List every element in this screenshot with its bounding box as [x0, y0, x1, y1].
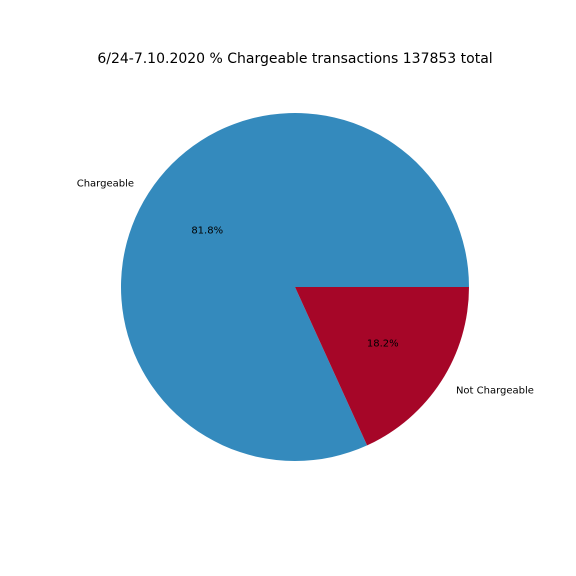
slice-label-not-chargeable: Not Chargeable: [456, 386, 534, 397]
pie-slices: [121, 113, 469, 462]
pie-labels: Chargeable 81.8% Not Chargeable 18.2%: [77, 178, 534, 396]
chart-title: 6/24-7.10.2020 % Chargeable transactions…: [97, 51, 492, 67]
slice-percent-chargeable: 81.8%: [191, 226, 223, 237]
slice-label-chargeable: Chargeable: [77, 178, 134, 189]
slice-percent-not-chargeable: 18.2%: [367, 338, 399, 349]
pie-slice-not-chargeable: [295, 287, 469, 446]
